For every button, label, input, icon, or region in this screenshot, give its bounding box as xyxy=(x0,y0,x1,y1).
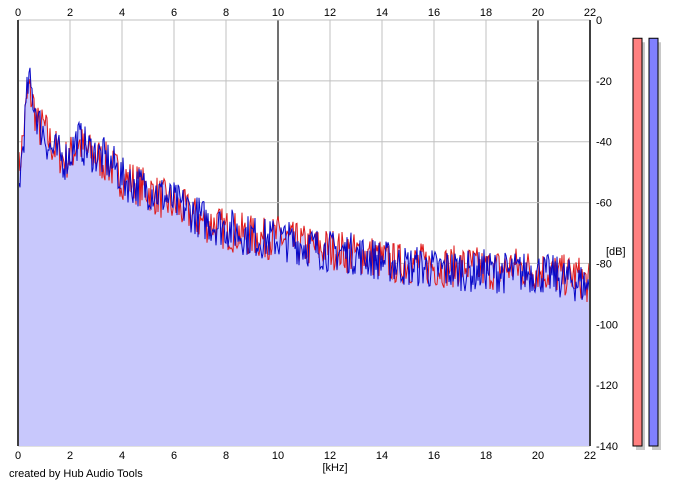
x-tick-label-top: 2 xyxy=(67,7,73,19)
spectrum-fill-area xyxy=(18,67,590,447)
spectrum-series-line xyxy=(17,67,591,302)
x-tick-label-top: 10 xyxy=(272,7,284,19)
x-tick-label-bottom: 18 xyxy=(480,450,492,462)
x-tick-label-top: 22 xyxy=(584,7,596,19)
x-tick-label-top: 14 xyxy=(376,7,388,19)
credit-text: created by Hub Audio Tools xyxy=(9,468,143,480)
tick-labels: 002244668810101212141416161818202022220-… xyxy=(15,7,618,462)
y-tick-label: -20 xyxy=(596,76,612,88)
y-tick-label: -100 xyxy=(596,319,618,331)
y-tick-label: 0 xyxy=(596,15,602,27)
x-tick-label-bottom: 22 xyxy=(584,450,596,462)
x-tick-label-bottom: 6 xyxy=(171,450,177,462)
y-tick-label: -60 xyxy=(596,198,612,210)
level-meter-bar xyxy=(632,37,643,447)
x-tick-label-top: 6 xyxy=(171,7,177,19)
x-tick-label-bottom: 16 xyxy=(428,450,440,462)
x-tick-label-top: 12 xyxy=(324,7,336,19)
y-axis-label: [dB] xyxy=(606,246,626,258)
x-tick-label-top: 20 xyxy=(532,7,544,19)
x-tick-label-bottom: 14 xyxy=(376,450,388,462)
series-layer xyxy=(17,67,591,303)
x-tick-label-top: 0 xyxy=(15,7,21,19)
y-tick-label: -40 xyxy=(596,137,612,149)
x-tick-label-bottom: 12 xyxy=(324,450,336,462)
x-tick-label-bottom: 0 xyxy=(15,450,21,462)
y-tick-label: -140 xyxy=(596,441,618,453)
y-tick-label: -120 xyxy=(596,380,618,392)
x-tick-label-top: 18 xyxy=(480,7,492,19)
axes xyxy=(17,20,591,446)
x-tick-label-bottom: 10 xyxy=(272,450,284,462)
x-tick-label-bottom: 2 xyxy=(67,450,73,462)
x-tick-label-bottom: 20 xyxy=(532,450,544,462)
x-tick-label-top: 4 xyxy=(119,7,125,19)
level-meters xyxy=(632,37,661,450)
y-tick-label: -80 xyxy=(596,258,612,270)
x-tick-label-bottom: 8 xyxy=(223,450,229,462)
x-tick-label-top: 8 xyxy=(223,7,229,19)
x-axis-label: [kHz] xyxy=(322,462,347,474)
x-tick-label-bottom: 4 xyxy=(119,450,125,462)
x-tick-label-top: 16 xyxy=(428,7,440,19)
level-meter-bar xyxy=(648,37,659,447)
